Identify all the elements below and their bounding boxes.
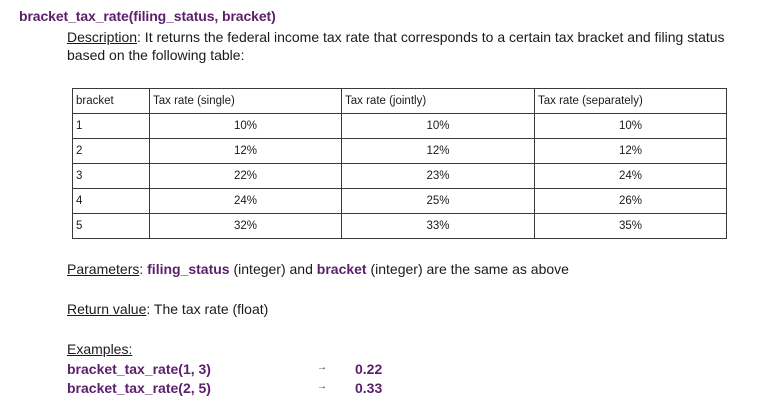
description-text: : It returns the federal income tax rate…	[67, 29, 725, 63]
table-row: 5 32% 33% 35%	[72, 213, 727, 239]
jointly-rate-cell: 23%	[341, 163, 535, 189]
bracket-cell: 2	[72, 138, 150, 164]
single-rate-cell: 12%	[149, 138, 342, 164]
right-arrow-icon: →	[317, 362, 327, 373]
description: Description: It returns the federal inco…	[67, 28, 747, 64]
tax-rate-table: bracket Tax rate (single) Tax rate (join…	[72, 88, 727, 239]
param-bracket: bracket	[316, 261, 367, 277]
separately-rate-cell: 24%	[534, 163, 727, 189]
header-single: Tax rate (single)	[149, 88, 342, 114]
jointly-rate-cell: 12%	[341, 138, 535, 164]
parameters-line: Parameters: filing_status (integer) and …	[67, 261, 569, 277]
return-value-label: Return value	[67, 301, 147, 317]
single-rate-cell: 10%	[149, 113, 342, 139]
single-rate-cell: 24%	[149, 188, 342, 214]
example-call: bracket_tax_rate(2, 5)	[67, 380, 211, 396]
separately-rate-cell: 10%	[534, 113, 727, 139]
separately-rate-cell: 26%	[534, 188, 727, 214]
table-header-row: bracket Tax rate (single) Tax rate (join…	[72, 88, 727, 114]
header-bracket: bracket	[72, 88, 150, 114]
table-row: 3 22% 23% 24%	[72, 163, 727, 189]
bracket-cell: 5	[72, 213, 150, 239]
jointly-rate-cell: 33%	[341, 213, 535, 239]
description-label: Description	[67, 29, 138, 45]
parameters-label: Parameters	[67, 261, 140, 277]
return-value-text: : The tax rate (float)	[146, 301, 269, 317]
parameters-tail: (integer) are the same as above	[366, 261, 569, 277]
right-arrow-icon: →	[317, 381, 327, 392]
table-row: 4 24% 25% 26%	[72, 188, 727, 214]
return-value-line: Return value: The tax rate (float)	[67, 301, 268, 317]
bracket-cell: 3	[72, 163, 150, 189]
function-title: bracket_tax_rate(filing_status, bracket)	[19, 8, 276, 24]
parameters-colon: :	[139, 261, 148, 277]
single-rate-cell: 22%	[149, 163, 342, 189]
header-separately: Tax rate (separately)	[534, 88, 727, 114]
example-call: bracket_tax_rate(1, 3)	[67, 361, 211, 377]
bracket-cell: 4	[72, 188, 150, 214]
examples-label: Examples:	[67, 341, 133, 357]
param-type-1: (integer) and	[229, 261, 317, 277]
jointly-rate-cell: 25%	[341, 188, 535, 214]
example-result: 0.22	[355, 361, 383, 377]
separately-rate-cell: 35%	[534, 213, 727, 239]
header-jointly: Tax rate (jointly)	[341, 88, 535, 114]
bracket-cell: 1	[72, 113, 150, 139]
table-row: 2 12% 12% 12%	[72, 138, 727, 164]
table-row: 1 10% 10% 10%	[72, 113, 727, 139]
param-filing-status: filing_status	[147, 261, 230, 277]
single-rate-cell: 32%	[149, 213, 342, 239]
jointly-rate-cell: 10%	[341, 113, 535, 139]
example-result: 0.33	[355, 380, 383, 396]
separately-rate-cell: 12%	[534, 138, 727, 164]
